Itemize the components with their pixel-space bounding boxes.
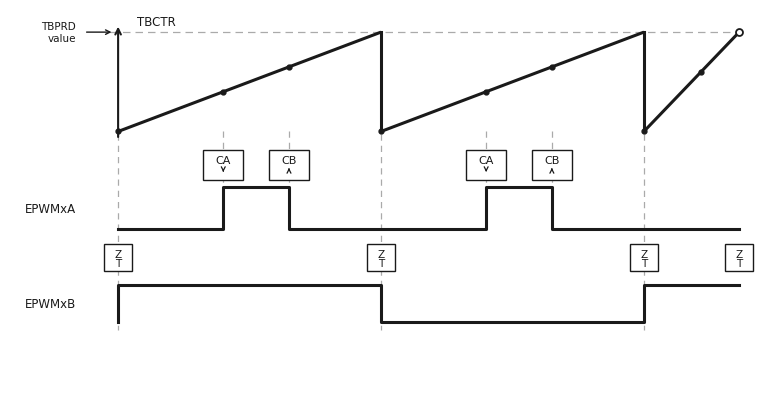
Text: EPWMxB: EPWMxB	[25, 297, 76, 310]
Bar	[203, 150, 243, 180]
Bar	[269, 150, 309, 180]
Text: Z: Z	[377, 249, 385, 259]
Text: TBCTR: TBCTR	[137, 16, 176, 29]
Text: TBPRD
value: TBPRD value	[41, 22, 76, 44]
Bar	[725, 244, 753, 272]
Text: CA: CA	[479, 156, 494, 166]
Text: T: T	[736, 258, 742, 268]
Text: EPWMxA: EPWMxA	[25, 202, 76, 215]
Bar	[630, 244, 658, 272]
Text: T: T	[115, 258, 121, 268]
Bar	[367, 244, 395, 272]
Text: T: T	[641, 258, 647, 268]
Text: T: T	[378, 258, 384, 268]
Bar	[532, 150, 572, 180]
Text: CB: CB	[281, 156, 296, 166]
Bar	[104, 244, 132, 272]
Text: CB: CB	[544, 156, 559, 166]
Text: Z: Z	[640, 249, 648, 259]
Text: CA: CA	[216, 156, 231, 166]
Bar	[466, 150, 506, 180]
Text: Z: Z	[735, 249, 743, 259]
Text: Z: Z	[114, 249, 122, 259]
